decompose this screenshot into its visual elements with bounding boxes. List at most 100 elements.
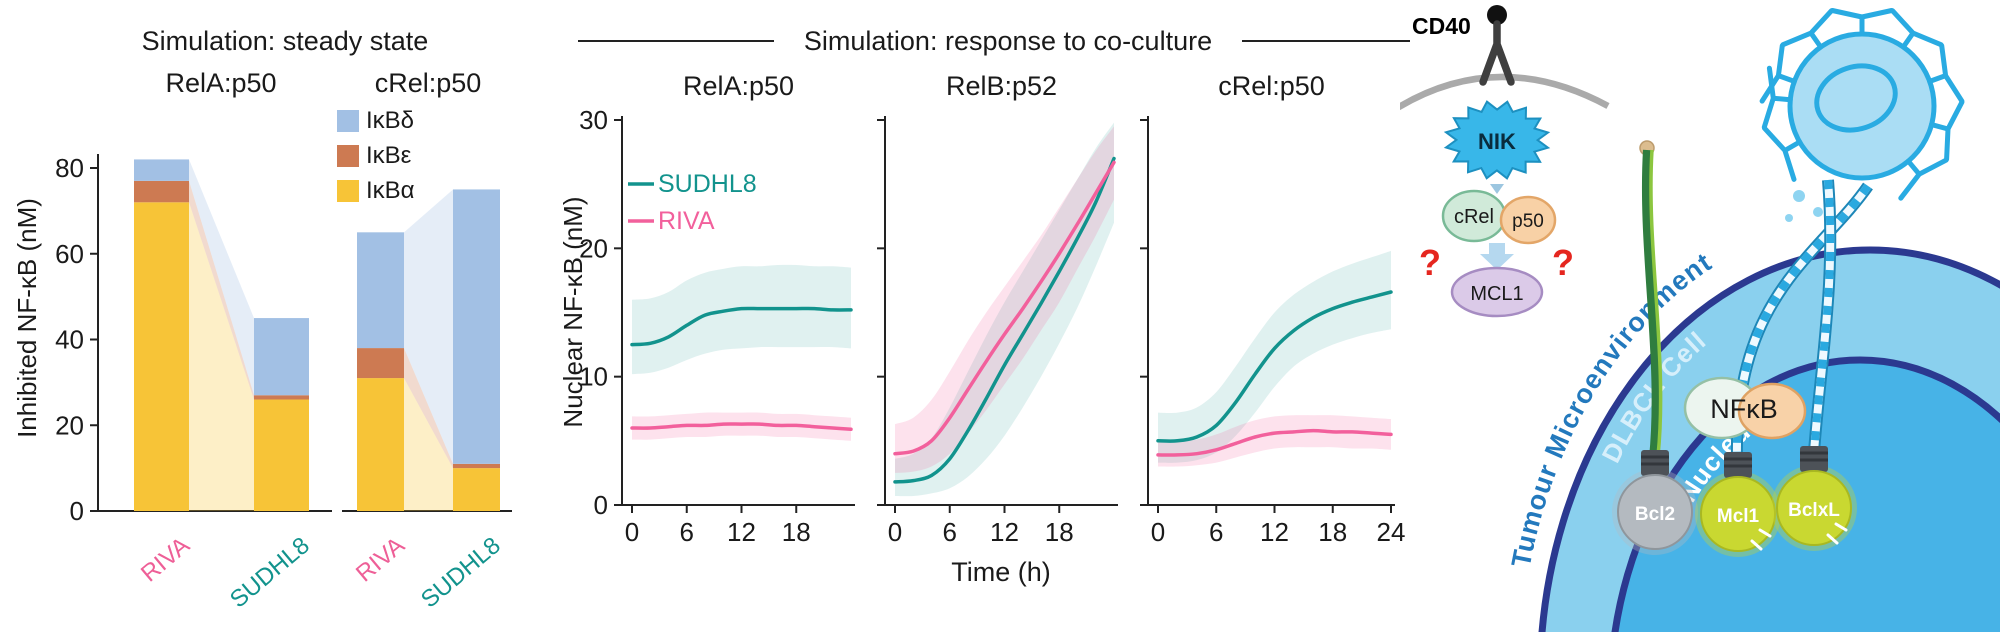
question-mark-left: ?: [1419, 242, 1441, 283]
x-tick-label: 6: [943, 517, 957, 547]
category-label: RIVA: [351, 532, 410, 588]
x-tick-label: 0: [625, 517, 639, 547]
bar-segment: [357, 348, 404, 379]
legend-swatch: [337, 180, 359, 202]
y-tick-label: 80: [55, 153, 84, 183]
bulb-mcl1: Mcl1: [1695, 452, 1781, 557]
bar-segment: [254, 318, 309, 396]
x-tick-label: 12: [990, 517, 1019, 547]
nfkb-right-subunit: [1737, 382, 1807, 440]
cd40-label: CD40: [1412, 13, 1471, 39]
confidence-band: [632, 412, 851, 441]
receptor-spike-icon: [1927, 43, 1965, 104]
x-tick-label: 18: [782, 517, 811, 547]
x-tick-label: 6: [1209, 517, 1223, 547]
receptor-spike-icon: [1762, 125, 1803, 182]
series-line: [630, 422, 853, 432]
effector-cell-nucleus: [1814, 63, 1898, 133]
nfkb-complex: NFκB: [1683, 376, 1807, 440]
panel-title: RelB:p52: [946, 71, 1057, 101]
series-line: [893, 160, 1116, 456]
confidence-band: [1158, 250, 1391, 463]
legend-label: IκBδ: [366, 107, 414, 134]
bulb-glass: [1700, 476, 1776, 552]
y-tick-label: 0: [70, 496, 84, 526]
series-line: [630, 306, 853, 347]
confidence-band: [632, 264, 851, 375]
question-mark-right: ?: [1552, 242, 1574, 283]
coculture-chart: Simulation: response to co-culture Nuclea…: [560, 26, 1410, 587]
nik-star-shape: [1443, 100, 1551, 180]
confidence-band: [895, 126, 1114, 473]
legend-label: IκBε: [366, 142, 412, 169]
confidence-band: [895, 122, 1114, 497]
bar-segment: [453, 189, 500, 464]
panel-title: cRel:p50: [375, 68, 482, 98]
bar-segment: [134, 202, 189, 512]
series-line: [1156, 290, 1393, 443]
x-tick-label: 24: [1377, 517, 1406, 547]
legend-swatch: [337, 145, 359, 167]
coculture-title: Simulation: response to co-culture: [804, 26, 1212, 56]
bar-segment: [254, 395, 309, 400]
receptor-spike-icon: [1780, 8, 1834, 50]
rope-stripes: [1810, 179, 1835, 453]
series-line: [893, 156, 1116, 484]
receptor-spike-icon: [1761, 65, 1793, 130]
y-tick-label: 0: [594, 490, 608, 520]
secreted-molecule-dot: [1813, 207, 1823, 217]
x-tick-label: 12: [1260, 517, 1289, 547]
bar-segment: [453, 468, 500, 511]
secreted-molecule-dot: [1785, 214, 1793, 222]
bulb-glass: [1776, 470, 1852, 546]
flow-ribbon: [189, 202, 254, 512]
bar-segment: [357, 232, 404, 349]
effector-cell-receptor-icons: [1759, 8, 1965, 201]
y-tick-label: 20: [579, 233, 608, 263]
y-tick-label: 20: [55, 410, 84, 440]
nik-label: NIK: [1478, 129, 1516, 154]
p50-oval: [1499, 195, 1557, 245]
bulb-bcl2: Bcl2: [1612, 450, 1698, 555]
bulb-bclxl: BclxL: [1771, 446, 1857, 551]
effector-cell-body: [1787, 31, 1937, 181]
ligand-ball-icon: [1487, 5, 1507, 25]
panel-title: RelA:p50: [165, 68, 276, 98]
crel-label: cRel: [1454, 206, 1494, 228]
bulb-shine: [1750, 528, 1772, 551]
bulb-shine: [1826, 522, 1848, 545]
bar-segment: [134, 159, 189, 181]
p50-label: p50: [1512, 211, 1544, 232]
receptor-spike-icon: [1898, 157, 1949, 201]
panel-title: RelA:p50: [683, 71, 794, 101]
bar-segment: [453, 463, 500, 469]
green-cord: [1641, 149, 1660, 459]
nik-starburst-icon: [1443, 100, 1551, 180]
flow-ribbon: [404, 348, 453, 469]
x-tick-label: 18: [1318, 517, 1347, 547]
legend-label: SUDHL8: [658, 170, 757, 198]
nfkb-label: NFκB: [1710, 394, 1778, 424]
arrow-dimer-to-mcl1: [1480, 243, 1514, 270]
x-tick-label: 6: [680, 517, 694, 547]
cd40-receptor-icon: [1479, 20, 1515, 86]
flow-ribbon: [189, 159, 254, 396]
mcl1-label: MCL1: [1470, 283, 1523, 305]
bulb-label: Mcl1: [1717, 506, 1760, 527]
ylabel: Nuclear NF-κB (nM): [560, 196, 588, 427]
bar-segment: [357, 378, 404, 511]
cd40-pathway: CD40 NIK cRel p50 ? ? MCL1: [1400, 5, 1610, 318]
x-tick-label: 0: [1151, 517, 1165, 547]
receptor-spike-icon: [1829, 8, 1895, 37]
bar-segment: [254, 399, 309, 511]
bulb-label: BclxL: [1788, 500, 1840, 521]
x-tick-label: 18: [1045, 517, 1074, 547]
receptor-spike-icon: [1890, 8, 1944, 50]
category-label: RIVA: [136, 532, 195, 588]
y-tick-label: 30: [579, 105, 608, 135]
y-tick-label: 60: [55, 239, 84, 269]
arrow-nik-to-dimer: [1490, 184, 1504, 194]
y-tick-label: 10: [579, 362, 608, 392]
series-line: [1156, 428, 1393, 457]
green-cord-highlight: [1649, 149, 1663, 457]
